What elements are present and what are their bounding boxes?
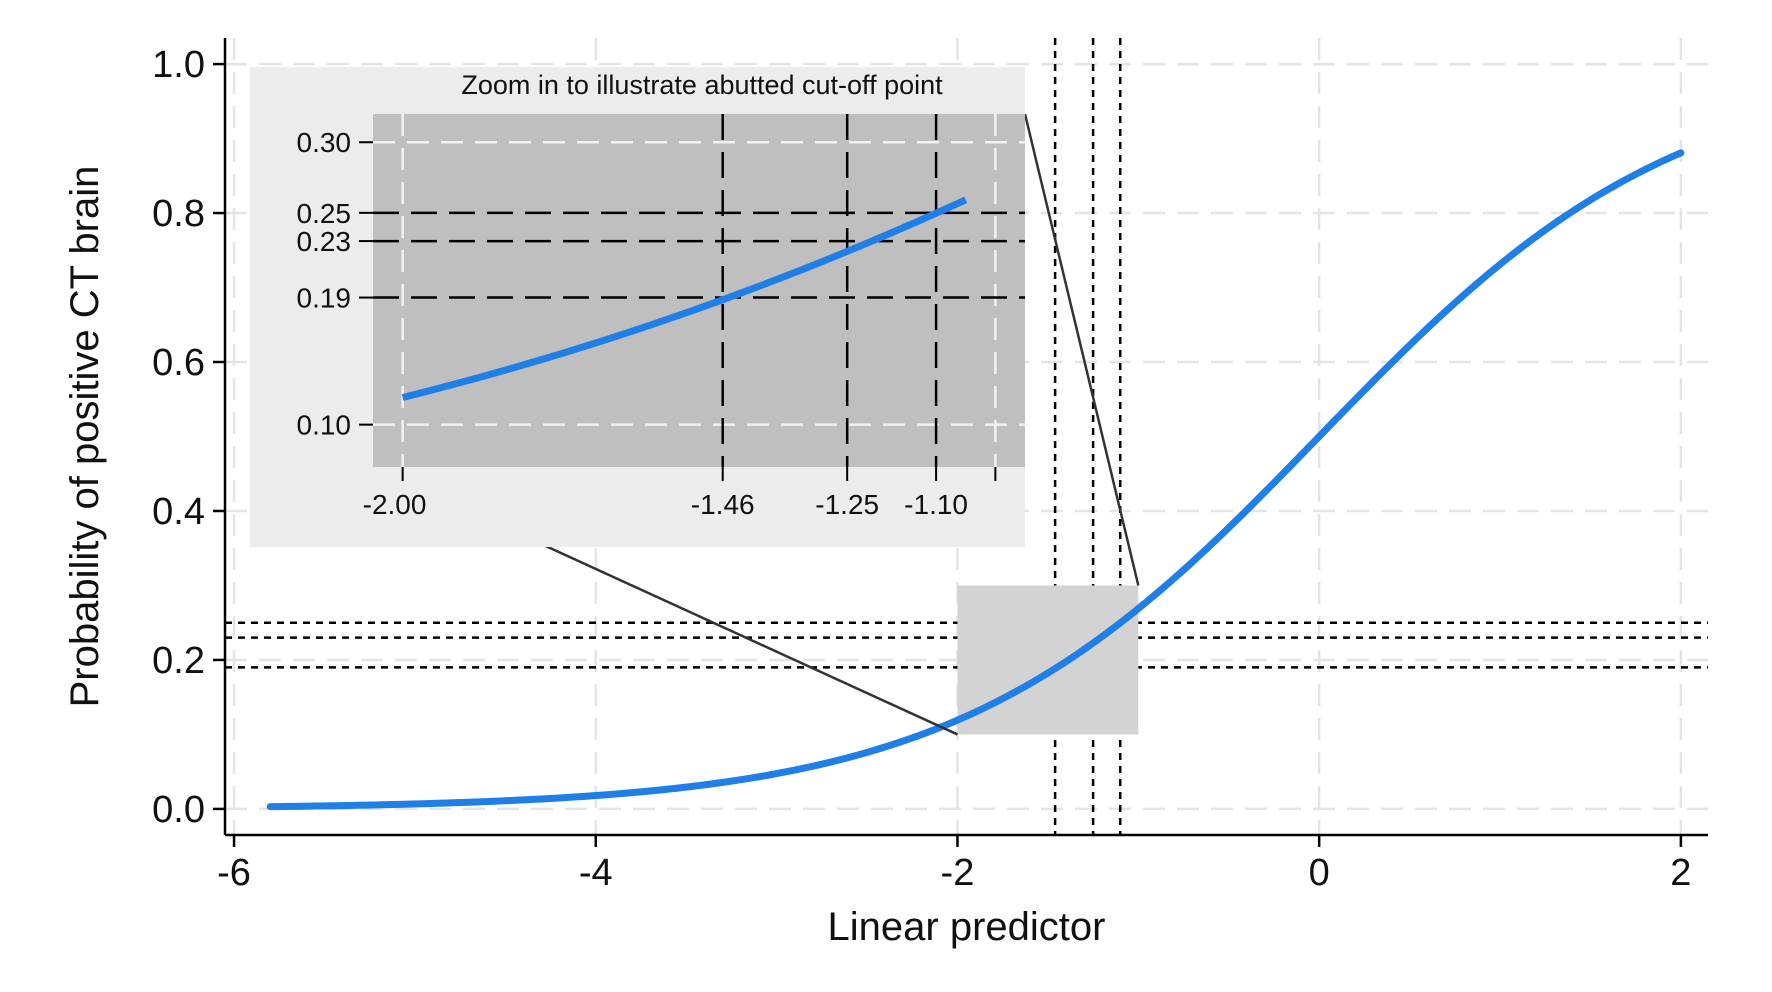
main-x-tick-label: -6: [217, 852, 251, 894]
inset-axes: 0.10 0.19 0.230.25 0.30 -2.00 -1.46 -1.25 -1.10: [297, 127, 997, 520]
inset-plot-area: [373, 114, 1025, 467]
main-y-tick-label: 0.2: [152, 640, 205, 682]
inset-y-tick-label: 0.10: [297, 410, 352, 441]
main-y-tick-label: 0.6: [152, 342, 205, 384]
inset-y-tick-label: 0.19: [297, 283, 352, 314]
main-axes: 0.0 0.2 0.4 0.6 0.8 1.0 -6 -4 -2 0 2: [152, 38, 1708, 894]
main-y-tick-label: 1.0: [152, 44, 205, 86]
inset-gridlines: [373, 114, 1025, 467]
highlight-region: [957, 585, 1139, 735]
main-logistic-curve: [266, 149, 1685, 811]
main-x-tick-label: 2: [1670, 852, 1691, 894]
inset-reference-lines: [373, 114, 1025, 467]
main-y-tick-label: 0.0: [152, 789, 205, 831]
main-x-tick-label: 0: [1309, 852, 1330, 894]
inset-y-tick-label: 0.25: [297, 198, 352, 229]
x-axis-label: Linear predictor: [828, 905, 1106, 949]
main-y-tick-label: 0.8: [152, 193, 205, 235]
inset-x-tick-label: -1.25: [815, 489, 879, 520]
zoom-connector-top: [1023, 113, 1140, 586]
inset-title: Zoom in to illustrate abutted cut-off po…: [461, 70, 943, 100]
main-x-tick-label: -4: [579, 852, 613, 894]
inset-x-tick-label: -1.10: [904, 489, 968, 520]
inset-y-tick-label: 0.30: [297, 127, 352, 158]
main-x-tick-label: -2: [941, 852, 975, 894]
inset-logistic-curve: [401, 196, 968, 401]
inset-y-tick-label: 0.23: [297, 226, 352, 257]
main-y-tick-label: 0.4: [152, 491, 205, 533]
y-axis-label: Probability of positive CT brain: [63, 166, 107, 708]
inset-x-tick-label: -1.46: [691, 489, 755, 520]
inset-x-tick-label: -2.00: [363, 489, 427, 520]
